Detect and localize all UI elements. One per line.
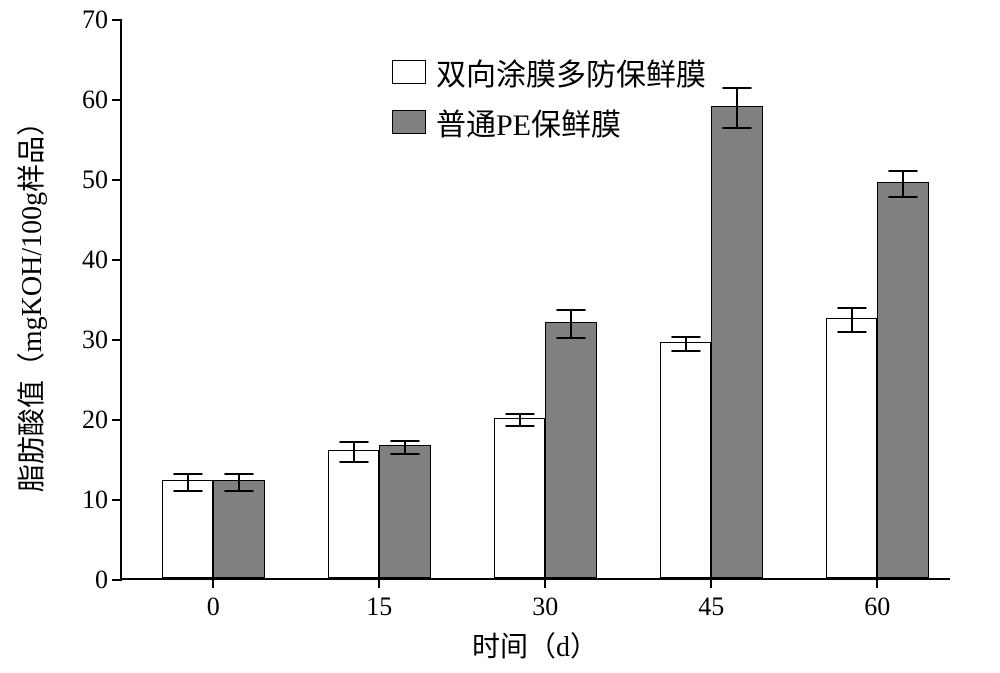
x-tick-label: 45 [698, 592, 724, 622]
bar [213, 480, 264, 578]
error-cap [505, 413, 534, 415]
legend-swatch-gray [392, 110, 426, 134]
x-tick [544, 578, 546, 588]
error-cap [671, 350, 700, 352]
y-tick-label: 0 [95, 565, 108, 595]
error-cap [339, 441, 368, 443]
error-bar [851, 308, 853, 332]
error-cap [390, 440, 419, 442]
bar [877, 182, 928, 578]
error-bar [736, 88, 738, 128]
y-tick-label: 50 [82, 165, 108, 195]
x-tick [378, 578, 380, 588]
plot-area: 双向涂膜多防保鲜膜 普通PE保鲜膜 0102030405060700153045… [120, 20, 950, 580]
y-tick [112, 259, 122, 261]
legend: 双向涂膜多防保鲜膜 普通PE保鲜膜 [392, 50, 706, 150]
fatty-acid-chart: 脂肪酸值（mgKOH/100g样品） 时间（d） 双向涂膜多防保鲜膜 普通PE保… [0, 0, 1000, 673]
y-tick [112, 99, 122, 101]
bar [162, 480, 213, 578]
error-cap [888, 196, 917, 198]
legend-swatch-white [392, 60, 426, 84]
error-bar [187, 474, 189, 492]
error-cap [173, 490, 202, 492]
bar [494, 418, 545, 578]
y-tick-label: 30 [82, 325, 108, 355]
y-tick-label: 60 [82, 85, 108, 115]
bar [660, 342, 711, 578]
error-cap [671, 336, 700, 338]
y-tick-label: 10 [82, 485, 108, 515]
error-cap [837, 307, 866, 309]
error-bar [685, 337, 687, 351]
y-tick [112, 339, 122, 341]
bar [328, 450, 379, 578]
error-bar [902, 171, 904, 197]
y-tick [112, 499, 122, 501]
x-tick-label: 0 [207, 592, 220, 622]
x-tick-label: 15 [366, 592, 392, 622]
error-bar [570, 310, 572, 339]
error-cap [224, 473, 253, 475]
y-tick [112, 579, 122, 581]
legend-label-a: 双向涂膜多防保鲜膜 [436, 50, 706, 94]
x-axis-title: 时间（d） [472, 625, 598, 665]
error-cap [837, 331, 866, 333]
error-bar [353, 442, 355, 463]
y-tick-label: 40 [82, 245, 108, 275]
x-tick-label: 60 [864, 592, 890, 622]
x-tick [710, 578, 712, 588]
y-axis-title: 脂肪酸值（mgKOH/100g样品） [10, 108, 50, 492]
y-tick [112, 19, 122, 21]
x-tick [876, 578, 878, 588]
error-cap [505, 425, 534, 427]
error-cap [339, 461, 368, 463]
error-cap [556, 337, 585, 339]
error-bar [238, 474, 240, 492]
error-cap [722, 127, 751, 129]
y-tick-label: 20 [82, 405, 108, 435]
error-cap [888, 170, 917, 172]
error-cap [224, 490, 253, 492]
error-cap [390, 453, 419, 455]
legend-label-b: 普通PE保鲜膜 [436, 100, 621, 144]
x-tick [212, 578, 214, 588]
legend-item-series-a: 双向涂膜多防保鲜膜 [392, 50, 706, 94]
error-cap [173, 473, 202, 475]
bar [711, 106, 762, 578]
legend-item-series-b: 普通PE保鲜膜 [392, 100, 706, 144]
y-tick [112, 419, 122, 421]
y-tick-label: 70 [82, 5, 108, 35]
y-tick [112, 179, 122, 181]
error-cap [722, 87, 751, 89]
bar [826, 318, 877, 578]
x-tick-label: 30 [532, 592, 558, 622]
bar [379, 445, 430, 578]
bar [545, 322, 596, 578]
error-cap [556, 309, 585, 311]
